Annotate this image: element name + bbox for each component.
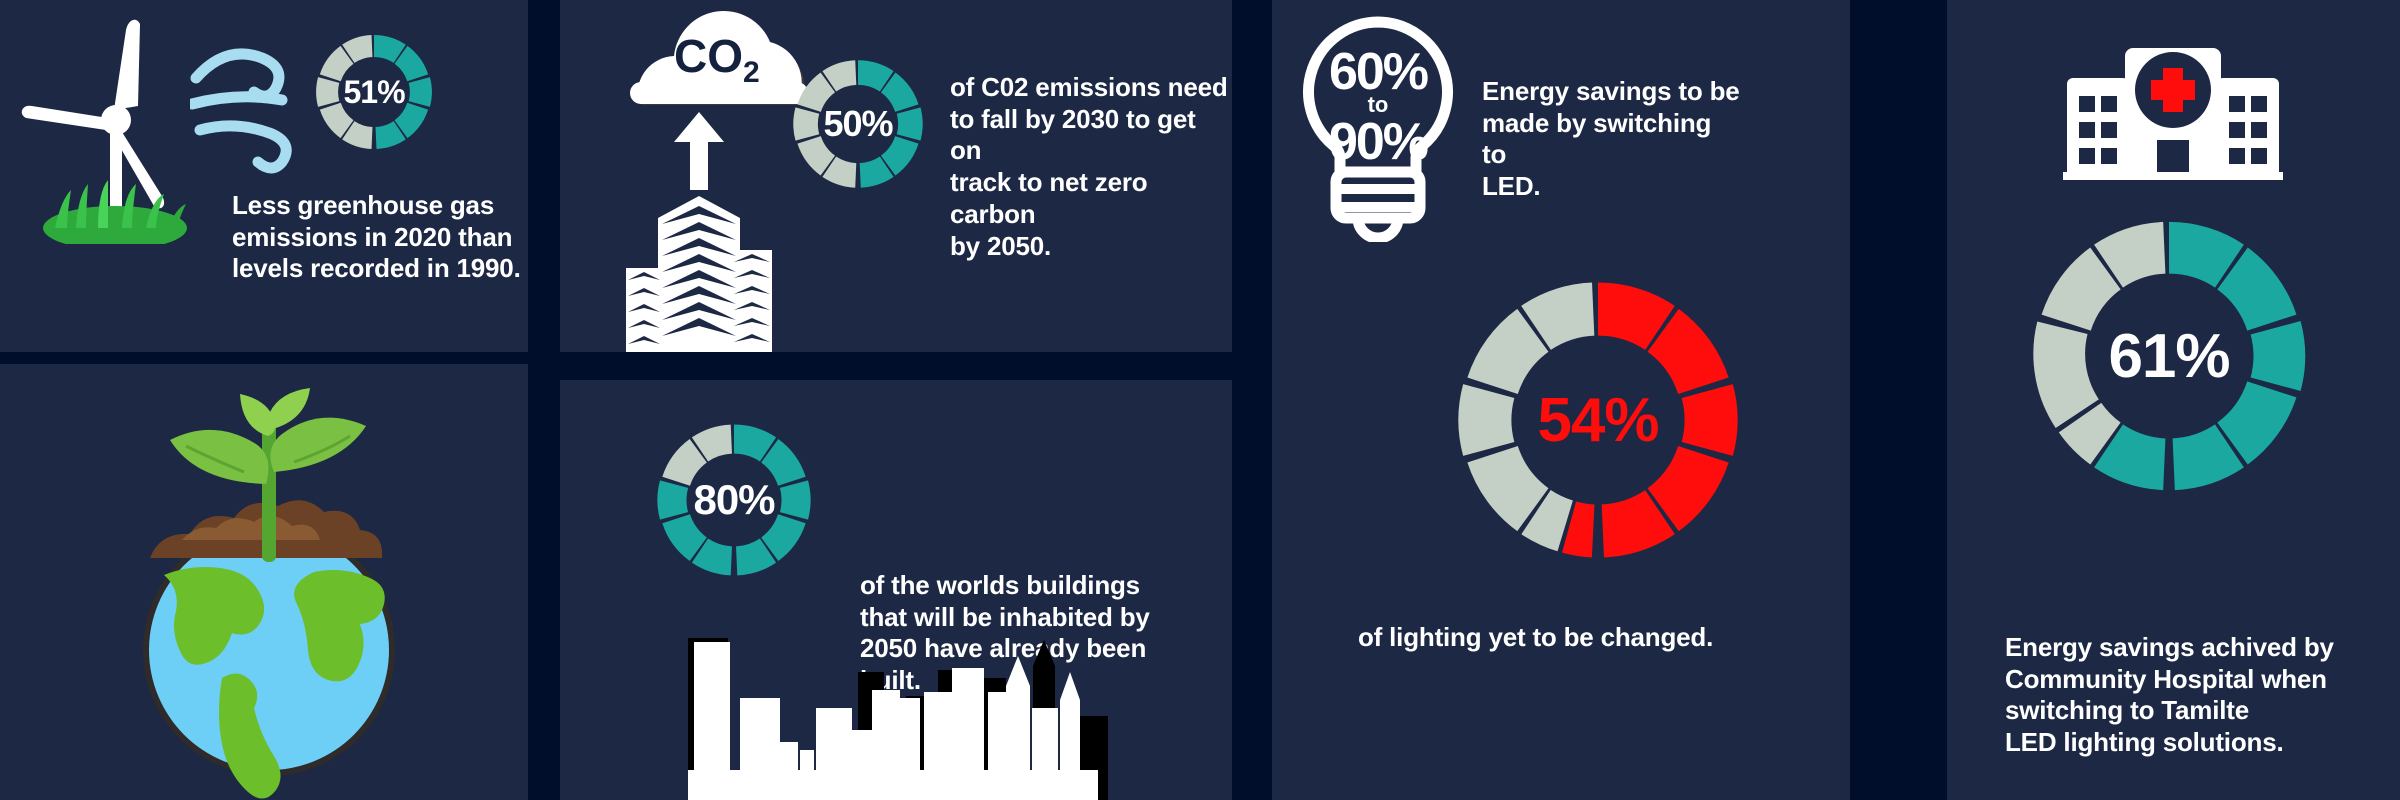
caption-led-savings: Energy savings to be made by switching t… — [1482, 76, 1740, 202]
caption-buildings: of the worlds buildings that will be inh… — [860, 570, 1150, 696]
donut-svg — [1458, 282, 1738, 558]
city-skyline-icon — [688, 638, 1108, 800]
donut-value-54: 54% — [1537, 385, 1659, 455]
bulb-value-top: 60% — [1328, 43, 1429, 101]
donut-value-80: 80% — [693, 476, 775, 523]
wind-turbine-icon — [21, 19, 187, 244]
donut-svg — [657, 424, 811, 576]
donut-svg — [2033, 221, 2306, 491]
donut-value-50: 50% — [823, 103, 893, 144]
panel-hospital: 61% Energy savings achived by Community … — [1947, 0, 2400, 800]
bulb-value-bottom: 90% — [1328, 113, 1429, 171]
panel-lighting: 60% to 90% Energy savings to be made by … — [1272, 0, 1850, 800]
hospital-icon — [2063, 48, 2283, 180]
red-cross-icon — [2151, 68, 2195, 112]
grass-icon — [43, 180, 187, 244]
bulb-value-middle: to — [1367, 92, 1389, 117]
wind-lines-icon — [190, 48, 292, 174]
donut-chart-54: 54% — [1434, 256, 1762, 584]
donut-chart-51: 51% — [306, 24, 442, 160]
building-stripes — [628, 206, 770, 344]
cloud-co2-label: CO2 — [674, 30, 760, 89]
donut-svg — [316, 34, 432, 149]
donut-chart-61: 61% — [2009, 196, 2329, 516]
donut-chart-50: 50% — [782, 48, 934, 200]
lightbulb-icon — [1303, 16, 1453, 242]
panel-buildings-80: 80% of the worlds buildings that will be… — [560, 380, 1232, 800]
co2-cloud-buildings-icon: CO2 — [626, 10, 808, 352]
donut-value-51: 51% — [343, 73, 405, 110]
caption-lighting-remaining: of lighting yet to be changed. — [1358, 622, 1714, 652]
up-arrow-icon — [674, 112, 724, 190]
caption-wind: Less greenhouse gas emissions in 2020 th… — [232, 190, 521, 284]
donut-value-61: 61% — [2108, 321, 2230, 391]
donut-svg — [793, 60, 923, 188]
cloud-icon — [630, 10, 808, 105]
panel-wind-turbine: 51% Less greenhouse gas emissions in 202… — [0, 0, 528, 352]
caption-co2: of C02 emissions need to fall by 2030 to… — [950, 72, 1228, 261]
panel-co2: CO2 — [560, 0, 1232, 352]
panel-globe-plant — [0, 364, 528, 800]
caption-hospital: Energy savings achived by Community Hosp… — [2005, 632, 2334, 758]
globe-plant-icon — [143, 388, 395, 799]
donut-chart-80: 80% — [644, 410, 824, 590]
